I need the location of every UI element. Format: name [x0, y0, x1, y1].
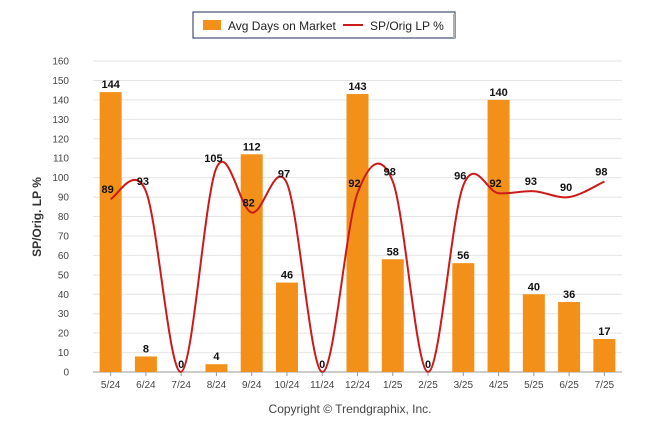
- x-tick-label: 6/25: [559, 380, 579, 391]
- y-tick-label: 130: [52, 115, 69, 126]
- line-value-label: 96: [454, 170, 466, 182]
- y-tick-label: 30: [58, 309, 70, 320]
- x-tick-label: 5/24: [101, 380, 121, 391]
- x-tick-label: 10/24: [274, 380, 299, 391]
- bar: [205, 364, 228, 372]
- line-value-label: 105: [204, 153, 222, 165]
- x-tick-label: 6/24: [136, 380, 156, 391]
- line-series-path: [110, 160, 605, 374]
- bar: [522, 294, 545, 372]
- y-axis-ticks: 0 10 20 30 40 50 60 70 80 90 100 110 120 130 140 150 160: [52, 57, 69, 379]
- bar: [275, 282, 298, 372]
- legend-line-label: SP/Orig LP %: [370, 19, 444, 33]
- line-value-label: 98: [384, 167, 396, 179]
- x-tick-label: 7/24: [171, 380, 191, 391]
- legend-bar-swatch: [203, 20, 221, 30]
- bar-value-label: 4: [213, 351, 220, 363]
- y-tick-label: 80: [58, 212, 70, 223]
- bar-value-label: 0: [319, 359, 325, 371]
- line-value-label: 98: [595, 167, 607, 179]
- y-tick-label: 10: [58, 348, 70, 359]
- legend: Avg Days on Market SP/Orig LP %: [192, 11, 456, 39]
- y-tick-label: 120: [52, 134, 69, 145]
- line-value-label: 89: [102, 184, 114, 196]
- line-value-label: 90: [560, 182, 572, 194]
- bar-value-label: 140: [489, 87, 507, 99]
- line-value-label: 92: [348, 178, 360, 190]
- bar-value-label: 144: [101, 79, 120, 91]
- y-tick-label: 0: [63, 368, 69, 379]
- x-tick-label: 4/25: [489, 380, 509, 391]
- line-value-label: 93: [137, 176, 149, 188]
- bar: [381, 259, 404, 372]
- y-tick-label: 90: [58, 193, 70, 204]
- y-tick-label: 150: [52, 76, 69, 87]
- bar: [134, 356, 157, 372]
- y-tick-label: 100: [52, 173, 69, 184]
- line-series: [110, 160, 605, 374]
- bar: [487, 99, 510, 372]
- legend-box: [192, 11, 456, 39]
- y-tick-label: 20: [58, 329, 70, 340]
- bar: [240, 154, 263, 372]
- y-tick-label: 50: [58, 270, 70, 281]
- line-value-label: 82: [243, 198, 255, 210]
- bar-value-label: 0: [178, 359, 184, 371]
- line-value-label: 92: [489, 178, 501, 190]
- bar-series: [99, 92, 616, 372]
- bar-value-label: 58: [387, 246, 399, 258]
- bar-value-label: 40: [528, 281, 540, 293]
- legend-bar-label: Avg Days on Market: [228, 19, 336, 33]
- bar: [558, 302, 581, 372]
- bar: [346, 94, 369, 372]
- x-tick-label: 12/24: [345, 380, 370, 391]
- x-axis-ticks: 5/24 6/24 7/24 8/24 9/24 10/24 11/24 12/24 1/25 2…: [101, 372, 615, 391]
- bar-value-label: 143: [348, 81, 366, 93]
- bar-value-label: 112: [243, 141, 261, 153]
- y-tick-label: 160: [52, 57, 69, 68]
- line-value-label: 93: [525, 176, 537, 188]
- bar: [452, 263, 475, 372]
- y-tick-label: 40: [58, 290, 70, 301]
- bar-value-label: 36: [563, 289, 575, 301]
- y-tick-label: 70: [58, 231, 70, 242]
- bar-value-label: 17: [598, 326, 610, 338]
- y-tick-label: 110: [53, 154, 69, 165]
- bar-value-label: 0: [425, 359, 431, 371]
- y-tick-label: 140: [52, 95, 69, 106]
- bar: [593, 338, 616, 372]
- bar: [99, 92, 122, 372]
- data-labels: 144 8 0 4 112 46 0 143 58 0 56 140 40 36 17 89 93 105 82 97…: [101, 79, 610, 371]
- bar-value-label: 46: [281, 270, 293, 282]
- x-tick-label: 8/24: [207, 380, 227, 391]
- x-tick-label: 9/24: [242, 380, 262, 391]
- x-tick-label: 7/25: [595, 380, 615, 391]
- bar-value-label: 56: [457, 250, 469, 262]
- x-tick-label: 1/25: [383, 380, 403, 391]
- x-tick-label: 3/25: [454, 380, 474, 391]
- x-tick-label: 2/25: [418, 380, 438, 391]
- line-value-label: 97: [278, 168, 290, 180]
- x-tick-label: 5/25: [524, 380, 544, 391]
- copyright-text: Copyright © Trendgraphix, Inc.: [269, 402, 432, 416]
- x-tick-label: 11/24: [310, 380, 335, 391]
- bar-value-label: 8: [143, 343, 149, 355]
- y-axis-title: SP/Orig. LP %: [30, 177, 44, 257]
- y-tick-label: 60: [58, 251, 70, 262]
